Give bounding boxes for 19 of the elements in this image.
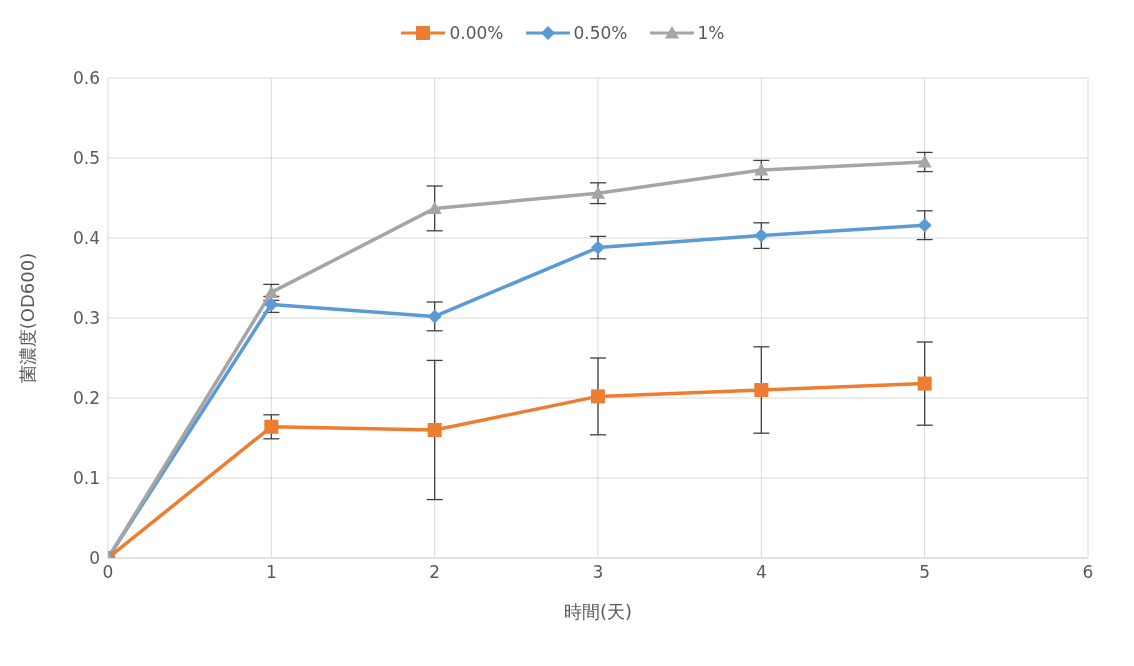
x-tick-label: 2 [429, 562, 441, 583]
y-tick-label: 0.1 [72, 468, 100, 489]
y-tick-label: 0.4 [72, 228, 100, 249]
x-tick-label: 6 [1082, 562, 1094, 583]
y-tick-label: 0.5 [72, 148, 100, 169]
y-tick-label: 0.6 [72, 68, 100, 89]
x-tick-label: 3 [592, 562, 604, 583]
y-axis-title: 菌濃度(OD600) [17, 252, 39, 384]
y-tick-label: 0.3 [72, 308, 100, 329]
legend-label: 0.50% [572, 23, 628, 43]
legend-label: 0.00% [448, 23, 504, 43]
x-axis-title: 時間(天) [563, 601, 633, 622]
x-tick-label: 1 [265, 562, 277, 583]
y-tick-label: 0.2 [72, 388, 100, 409]
x-tick-label: 4 [755, 562, 767, 583]
x-tick-label: 0 [102, 562, 114, 583]
x-tick-label: 5 [919, 562, 931, 583]
legend-label: 1% [696, 23, 725, 43]
y-tick-label: 0 [89, 548, 100, 569]
